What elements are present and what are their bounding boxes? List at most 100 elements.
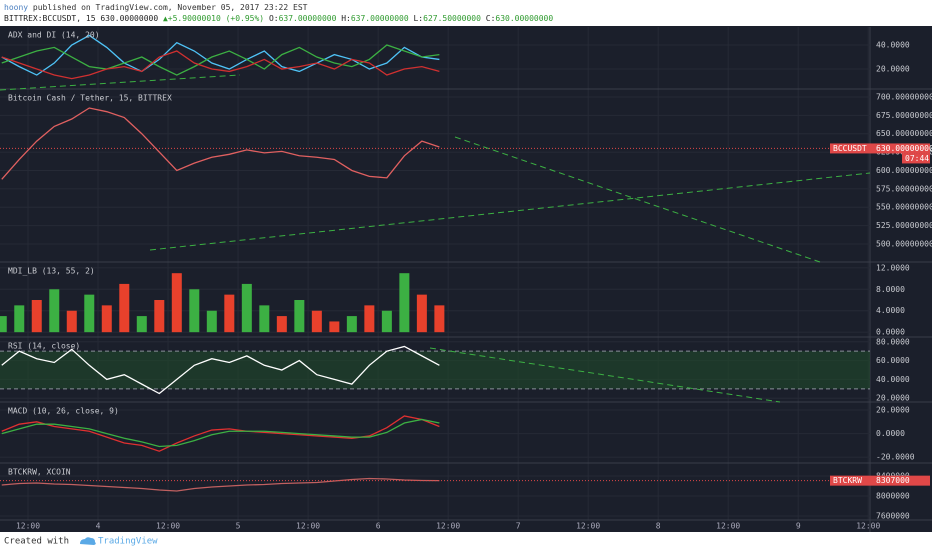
- bar: [189, 289, 200, 333]
- author[interactable]: hoony: [4, 3, 28, 12]
- c-value: 630.00000000: [495, 14, 553, 23]
- footer-bg: [0, 532, 932, 550]
- y-tick-label: 600.00000000: [876, 166, 932, 175]
- y-tick-label: 40.0000: [876, 41, 910, 50]
- series-line: [1, 50, 440, 80]
- bar: [206, 310, 217, 333]
- bar: [136, 316, 147, 333]
- y-tick-label: 12.0000: [876, 263, 910, 272]
- bar: [154, 300, 165, 333]
- y-tick-label: 500.00000000: [876, 239, 932, 248]
- pane-title: BTCKRW, XCOIN: [8, 468, 71, 477]
- x-tick-label: 7: [516, 522, 521, 531]
- y-tick-label: 4.0000: [876, 306, 905, 315]
- x-tick-label: 6: [376, 522, 381, 531]
- y-tick-label: 20.0000: [876, 406, 910, 415]
- last-price-box: [830, 143, 930, 154]
- bar: [224, 294, 235, 333]
- bar: [399, 273, 410, 333]
- y-tick-label: 525.00000000: [876, 221, 932, 230]
- last-name: BCCUSDT: [833, 144, 867, 153]
- x-tick-label: 12:00: [576, 522, 600, 531]
- x-tick-label: 12:00: [716, 522, 740, 531]
- bar: [171, 273, 182, 333]
- bar: [329, 321, 340, 333]
- l-value: 627.50000000: [423, 14, 481, 23]
- chart-bg: [0, 26, 932, 532]
- pane-title: ADX and DI (14, 20): [8, 31, 100, 40]
- trendline: [149, 172, 871, 251]
- series-line: [1, 34, 440, 76]
- last-value: 8307000: [876, 476, 910, 485]
- trendline: [454, 136, 821, 263]
- series-line: [1, 345, 440, 395]
- y-tick-label: 700.00000000: [876, 92, 932, 101]
- bar: [381, 310, 392, 333]
- last-value: 630.00000000: [876, 144, 932, 153]
- series-line: [1, 415, 440, 452]
- header-line2: BITTREX:BCCUSDT, 15 630.00000000 ▲+5.900…: [4, 14, 553, 23]
- pane-title: Bitcoin Cash / Tether, 15, BITTREX: [8, 94, 172, 103]
- pane-title: MACD (10, 26, close, 9): [8, 407, 119, 416]
- bar: [101, 305, 112, 333]
- bar: [66, 310, 77, 333]
- h-label: H:: [341, 14, 351, 23]
- logo: [80, 537, 96, 545]
- y-tick-label: 7600000: [876, 512, 910, 521]
- footer-brand[interactable]: TradingView: [98, 537, 158, 547]
- bar: [294, 300, 305, 333]
- header-bg: [0, 0, 932, 26]
- y-tick-label: 20.0000: [876, 394, 910, 403]
- x-tick-label: 9: [796, 522, 801, 531]
- y-tick-label: 80.0000: [876, 337, 910, 346]
- x-tick-label: 12:00: [16, 522, 40, 531]
- y-tick-label: 40.0000: [876, 375, 910, 384]
- bar: [346, 316, 357, 333]
- y-tick-label: 0.0000: [876, 328, 905, 337]
- bar: [14, 305, 25, 333]
- bar: [259, 305, 270, 333]
- price: 630.00000000: [100, 14, 158, 23]
- y-tick-label: -20.0000: [876, 453, 915, 462]
- x-tick-label: 4: [96, 522, 101, 531]
- y-tick-label: 8.0000: [876, 285, 905, 294]
- y-tick-label: 8000000: [876, 492, 910, 501]
- o-value: 637.00000000: [279, 14, 337, 23]
- bar: [119, 283, 130, 333]
- band-fill: [0, 351, 870, 389]
- trendline: [0, 74, 241, 91]
- bar: [311, 310, 322, 333]
- o-label: O:: [269, 14, 279, 23]
- pane-title: MDI_LB (13, 55, 2): [8, 267, 95, 276]
- countdown-box: [902, 153, 930, 164]
- bar: [241, 283, 252, 333]
- last-price-box: [830, 475, 930, 486]
- symbol: BITTREX:BCCUSDT, 15: [4, 14, 96, 23]
- x-tick-label: 12:00: [296, 522, 320, 531]
- bar: [434, 305, 445, 333]
- x-tick-label: 5: [236, 522, 241, 531]
- series-line: [1, 107, 440, 180]
- y-tick-label: 60.0000: [876, 356, 910, 365]
- trendlines: [0, 74, 871, 403]
- series-line: [1, 44, 440, 76]
- plot-layer: 12:00 4 12:00 5 12:00 6 12:00 7 12:00 8 12:00 9 12:0…: [0, 27, 932, 532]
- header-line1: hoony published on TradingView.com, Nove…: [4, 3, 308, 12]
- bar: [49, 289, 60, 333]
- up-arrow: ▲: [163, 14, 168, 23]
- published: published on TradingView.com, November 0…: [33, 3, 308, 12]
- bar: [31, 300, 42, 333]
- bar: [0, 316, 7, 333]
- x-tick-label: 12:00: [156, 522, 180, 531]
- y-tick-label: 20.0000: [876, 65, 910, 74]
- countdown: 07:44: [905, 154, 929, 163]
- bar: [416, 294, 427, 333]
- y-tick-label: 650.00000000: [876, 129, 932, 138]
- last-name: BTCKRW: [833, 476, 862, 485]
- y-tick-label: 0.0000: [876, 429, 905, 438]
- series-line: [1, 418, 440, 448]
- y-tick-label: 550.00000000: [876, 203, 932, 212]
- x-tick-label: 8: [656, 522, 661, 531]
